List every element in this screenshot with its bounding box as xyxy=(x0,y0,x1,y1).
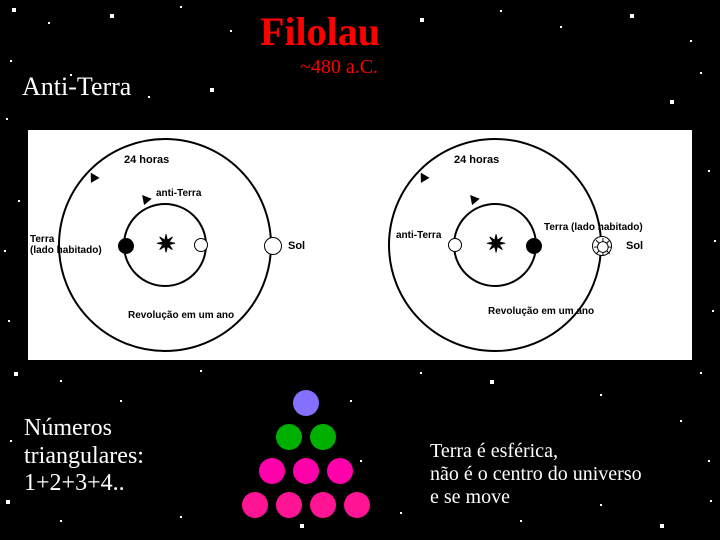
star-icon xyxy=(712,310,714,312)
anti-terra-heading: Anti-Terra xyxy=(22,72,131,102)
anti-terra-body xyxy=(194,238,208,252)
numeros-line1: Números xyxy=(24,415,144,443)
star-icon xyxy=(110,14,114,18)
star-icon xyxy=(700,372,702,374)
terra-esferica-text: Terra é esférica, não é o centro do univ… xyxy=(430,440,642,509)
star-icon xyxy=(708,460,710,462)
star-icon xyxy=(690,40,692,42)
central-fire-icon: ✷ xyxy=(486,230,506,259)
terra-body xyxy=(118,238,134,254)
star-icon xyxy=(12,8,16,12)
triangular-dots xyxy=(212,390,392,530)
star-icon xyxy=(6,118,8,120)
anti-terra-body xyxy=(448,238,462,252)
star-icon xyxy=(630,14,634,18)
star-icon xyxy=(180,516,182,518)
page-title: Filolau xyxy=(260,8,380,55)
star-icon xyxy=(520,520,522,522)
star-icon xyxy=(500,10,502,12)
star-icon xyxy=(708,170,710,172)
label-anti-terra: anti-Terra xyxy=(156,188,201,199)
star-icon xyxy=(700,72,702,74)
page-subtitle: ~480 a.C. xyxy=(300,56,378,79)
terra-line2: não é o centro do universo xyxy=(430,463,642,486)
diagram-right: ✷ ☼ 24 horas anti-Terra Terra (lado habi… xyxy=(368,130,688,360)
star-icon xyxy=(680,420,682,422)
label-24horas: 24 horas xyxy=(124,154,169,166)
star-icon xyxy=(210,88,214,92)
star-icon xyxy=(710,500,712,502)
numeros-triangulares-text: Números triangulares: 1+2+3+4.. xyxy=(24,415,144,498)
star-icon xyxy=(120,400,122,402)
label-24horas: 24 horas xyxy=(454,154,499,166)
cosmology-diagram-panel: ✷ 24 horas anti-Terra Terra(lado habitad… xyxy=(28,130,692,360)
star-icon xyxy=(420,18,424,22)
label-terra: Terra(lado habitado) xyxy=(30,234,102,256)
label-sol: Sol xyxy=(288,240,305,252)
star-icon xyxy=(230,30,232,32)
star-icon xyxy=(8,320,10,322)
terra-body xyxy=(526,238,542,254)
star-icon xyxy=(4,250,6,252)
star-icon xyxy=(180,6,182,8)
star-icon xyxy=(10,60,12,62)
star-icon xyxy=(18,200,20,202)
star-icon xyxy=(660,524,664,528)
central-fire-icon: ✷ xyxy=(156,230,176,259)
label-revolucao: Revolução em um ano xyxy=(488,306,594,317)
star-icon xyxy=(560,26,562,28)
sol-rays-icon: ☼ xyxy=(589,228,617,262)
diagram-left: ✷ 24 horas anti-Terra Terra(lado habitad… xyxy=(28,130,348,360)
triangle-dot xyxy=(293,458,319,484)
triangle-dot xyxy=(310,492,336,518)
star-icon xyxy=(200,370,202,372)
numeros-line2: triangulares: xyxy=(24,443,144,471)
star-icon xyxy=(60,520,62,522)
terra-line1: Terra é esférica, xyxy=(430,440,642,463)
star-icon xyxy=(490,380,494,384)
star-icon xyxy=(6,500,10,504)
star-icon xyxy=(10,440,12,442)
label-terra-right: Terra (lado habitado) xyxy=(544,222,643,233)
triangle-dot xyxy=(242,492,268,518)
triangle-dot xyxy=(310,424,336,450)
numeros-line3: 1+2+3+4.. xyxy=(24,470,144,498)
star-icon xyxy=(148,96,150,98)
label-anti-terra: anti-Terra xyxy=(396,230,441,241)
triangle-dot xyxy=(259,458,285,484)
star-icon xyxy=(14,372,18,376)
triangle-dot xyxy=(327,458,353,484)
star-icon xyxy=(600,394,602,396)
star-icon xyxy=(670,100,674,104)
triangle-dot xyxy=(276,424,302,450)
star-icon xyxy=(420,372,422,374)
triangle-dot xyxy=(293,390,319,416)
terra-line3: e se move xyxy=(430,486,642,509)
star-icon xyxy=(400,512,402,514)
label-revolucao: Revolução em um ano xyxy=(128,310,234,321)
label-sol: Sol xyxy=(626,240,643,252)
sol-body xyxy=(264,237,282,255)
triangle-dot xyxy=(344,492,370,518)
triangle-dot xyxy=(276,492,302,518)
star-icon xyxy=(48,22,50,24)
star-icon xyxy=(714,240,716,242)
star-icon xyxy=(60,380,62,382)
